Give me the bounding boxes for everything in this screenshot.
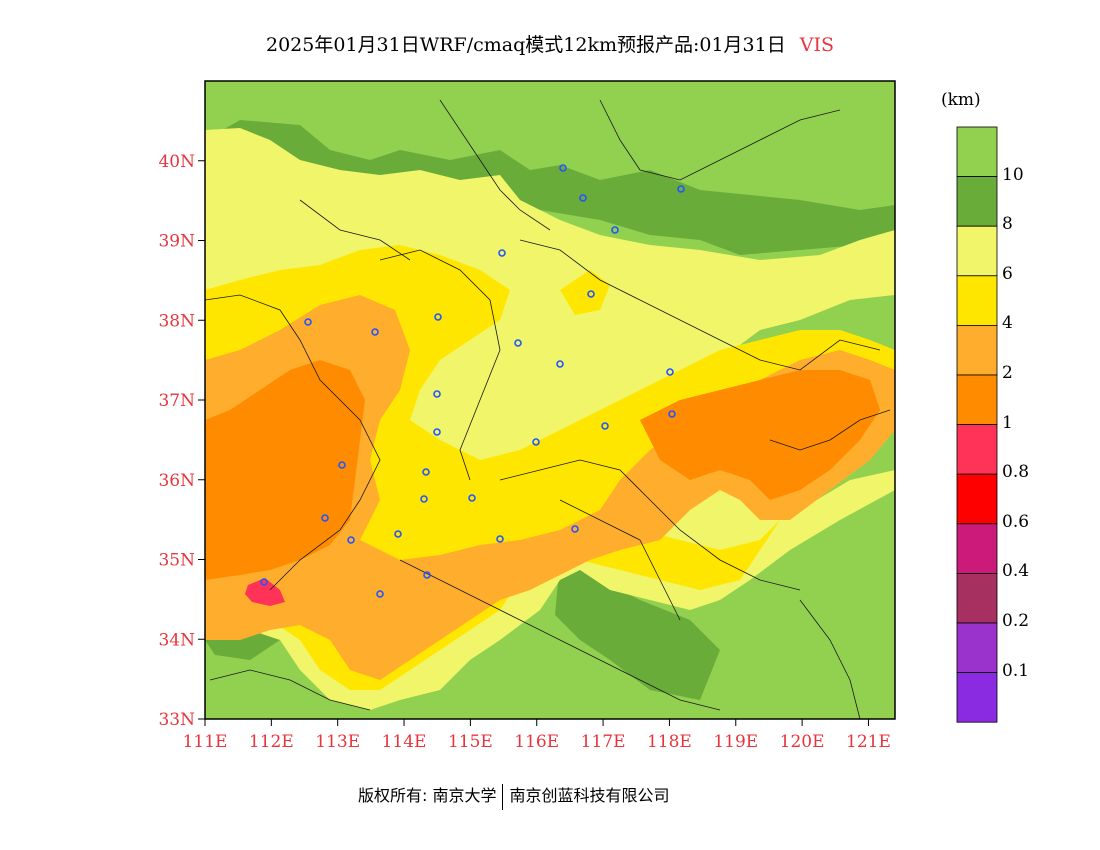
city-marker <box>666 368 674 376</box>
city-marker <box>304 318 312 326</box>
city-marker <box>532 438 540 446</box>
lon-label: 121E <box>846 732 891 752</box>
lat-label: 36N <box>158 471 195 491</box>
lat-label: 33N <box>158 710 195 730</box>
lon-label: 114E <box>382 732 427 752</box>
city-marker <box>422 468 430 476</box>
city-marker <box>514 339 522 347</box>
color-bar-swatch <box>956 573 998 624</box>
lat-label: 38N <box>158 311 195 331</box>
color-bar-swatch <box>956 523 998 574</box>
vis-band-1-2 <box>205 360 880 580</box>
company-text: 南京创蓝科技有限公司 <box>509 786 670 805</box>
legend-unit: (km) <box>941 90 981 110</box>
lat-label: 35N <box>158 551 195 571</box>
legend-label: 10 <box>1002 164 1024 185</box>
footer: 版权所有: 南京大学 南京创蓝科技有限公司 <box>358 782 670 810</box>
legend-label: 8 <box>1002 214 1013 235</box>
city-marker <box>420 495 428 503</box>
city-marker <box>434 313 442 321</box>
color-bar-swatch <box>956 225 998 277</box>
legend-label: 2 <box>1002 363 1013 383</box>
admin-boundaries <box>205 99 891 719</box>
title-text: 2025年01月31日WRF/cmaq模式12km预报产品:01月31日 <box>266 34 786 56</box>
lon-label: 111E <box>183 732 228 752</box>
color-bar-swatch <box>956 424 998 475</box>
lon-label: 120E <box>780 732 825 752</box>
lat-label: 39N <box>158 232 195 252</box>
city-marker <box>394 530 402 538</box>
lon-label: 119E <box>713 732 758 752</box>
copyright-text: 版权所有: 南京大学 <box>358 786 497 805</box>
city-marker <box>587 290 595 298</box>
legend-label: 0.6 <box>1002 511 1030 532</box>
city-marker <box>376 590 384 598</box>
city-marker <box>611 226 619 234</box>
city-marker <box>677 185 685 193</box>
lat-label: 37N <box>158 391 195 411</box>
lon-label: 116E <box>514 732 559 752</box>
city-marker <box>498 249 506 257</box>
color-bar-swatch <box>956 324 998 376</box>
city-marker <box>260 578 268 586</box>
city-marker <box>321 514 329 522</box>
legend-label: 0.4 <box>1002 561 1030 582</box>
vis-band-2-4 <box>205 295 895 680</box>
city-markers <box>260 164 685 598</box>
city-marker <box>556 360 564 368</box>
color-bar-swatch <box>956 176 998 227</box>
city-marker <box>347 536 355 544</box>
vis-band-0.8-1 <box>245 578 285 606</box>
legend-label: 0.2 <box>1002 611 1030 631</box>
lat-label: 40N <box>158 152 195 172</box>
longitude-axis: 111E 112E 113E 114E 115E 116E 117E 118E 119E 120E… <box>183 719 891 752</box>
legend-label: 1 <box>1002 412 1013 433</box>
legend-label: 0.1 <box>1002 660 1030 681</box>
color-bar-swatch <box>956 275 998 326</box>
city-marker <box>423 571 431 579</box>
color-bar-swatch <box>956 374 998 425</box>
lat-label: 34N <box>158 630 195 650</box>
city-marker <box>338 461 346 469</box>
city-marker <box>371 328 379 336</box>
lon-label: 118E <box>647 732 692 752</box>
color-bar <box>956 126 998 723</box>
color-bar-swatch <box>956 672 998 723</box>
city-marker <box>571 525 579 533</box>
city-marker <box>559 164 567 172</box>
color-bar-swatch <box>956 473 998 525</box>
footer-separator <box>502 783 504 810</box>
city-marker <box>496 535 504 543</box>
city-marker <box>601 422 609 430</box>
latitude-axis: 33N 34N 35N 36N 37N 38N 39N 40N <box>158 152 205 730</box>
city-marker <box>433 428 441 436</box>
city-marker <box>433 390 441 398</box>
color-bar-swatch <box>956 622 998 673</box>
visibility-field <box>205 81 895 719</box>
variable-label: VIS <box>799 34 834 56</box>
city-marker <box>668 410 676 418</box>
legend-label: 6 <box>1002 263 1013 284</box>
city-marker <box>468 494 476 502</box>
lon-label: 117E <box>581 732 626 752</box>
lon-label: 112E <box>249 732 294 752</box>
city-marker <box>579 194 587 202</box>
legend-label: 4 <box>1002 313 1013 334</box>
lon-label: 113E <box>315 732 360 752</box>
chart-title: 2025年01月31日WRF/cmaq模式12km预报产品:01月31日 VIS <box>0 30 1100 57</box>
legend-label: 0.8 <box>1002 462 1030 483</box>
lon-label: 115E <box>448 732 493 752</box>
color-bar-swatch <box>956 126 998 177</box>
